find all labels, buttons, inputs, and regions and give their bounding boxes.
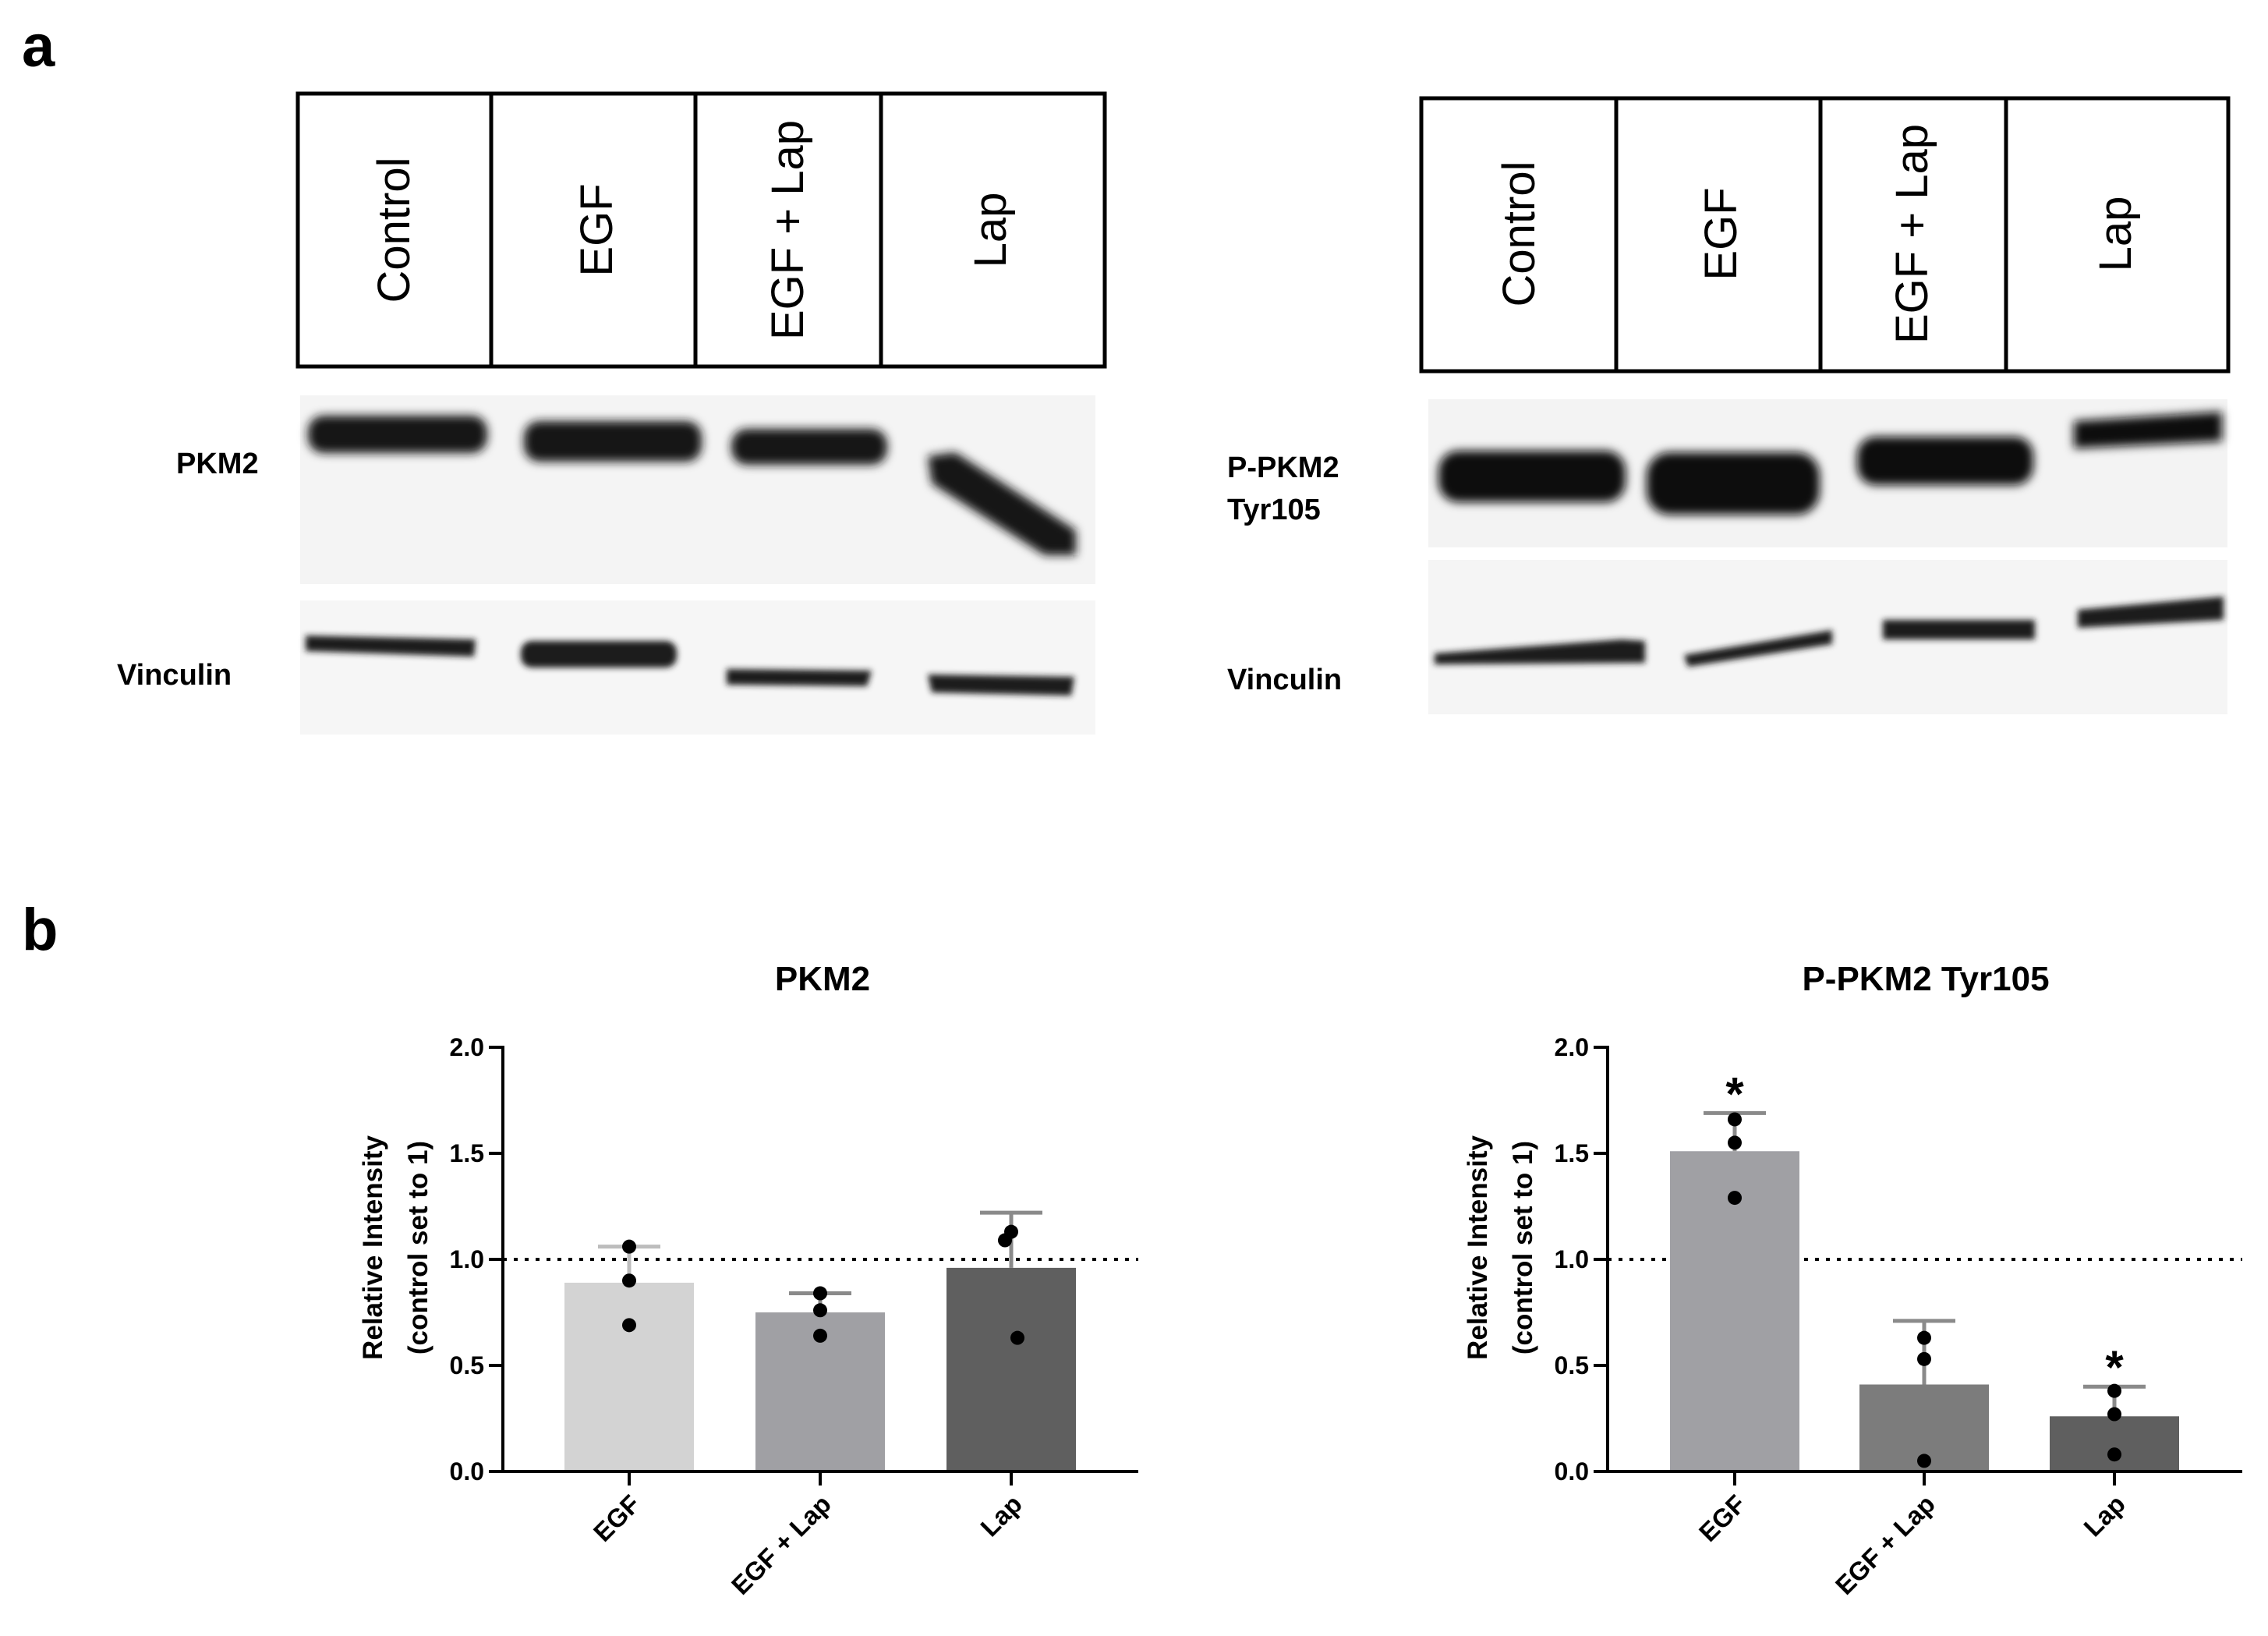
bar bbox=[946, 1267, 1076, 1471]
data-point bbox=[1728, 1112, 1742, 1127]
right-row-label-p-pkm2: P-PKM2 bbox=[1227, 451, 1339, 484]
panel-b-letter: b bbox=[22, 897, 58, 963]
y-tick-label: 1.0 bbox=[450, 1245, 484, 1273]
chart-p-pkm2-tyr105: P-PKM2 Tyr105 Relative Intensity (contro… bbox=[1463, 960, 2242, 1600]
right-lane-header: Control EGF EGF + Lap Lap bbox=[1419, 96, 2231, 374]
right-row-label-tyr105: Tyr105 bbox=[1227, 494, 1321, 526]
data-point bbox=[813, 1328, 827, 1343]
y-tick-label: 2.0 bbox=[450, 1033, 484, 1061]
right-lane-label-egf: EGF bbox=[1696, 187, 1746, 280]
data-point bbox=[622, 1239, 636, 1254]
y-tick-label: 1.0 bbox=[1555, 1245, 1589, 1273]
y-tick-label: 1.5 bbox=[450, 1139, 484, 1167]
x-tick-label: EGF bbox=[588, 1489, 646, 1547]
data-point bbox=[1917, 1454, 1931, 1468]
x-tick-label: EGF + Lap bbox=[726, 1489, 837, 1600]
y-tick-label: 0.0 bbox=[450, 1457, 484, 1486]
y-tick-label: 2.0 bbox=[1555, 1033, 1589, 1061]
data-point bbox=[1917, 1330, 1931, 1345]
data-point bbox=[1728, 1135, 1742, 1150]
data-point bbox=[2107, 1447, 2121, 1462]
y-axis-label-line-1: Relative Intensity bbox=[358, 1135, 388, 1360]
left-lane-label-egf: EGF bbox=[571, 183, 622, 276]
y-tick-label: 0.5 bbox=[450, 1351, 484, 1379]
y-axis-label-line-1: Relative Intensity bbox=[1463, 1135, 1493, 1360]
data-point bbox=[813, 1303, 827, 1318]
data-point bbox=[2107, 1383, 2121, 1398]
right-lane-label-egf-lap: EGF + Lap bbox=[1887, 124, 1937, 344]
x-tick-label: EGF bbox=[1693, 1489, 1751, 1547]
plot-area: * EGF EGF + Lap * Lap 0.0 0.5 1.0 1.5 2.0 bbox=[1555, 1033, 2242, 1600]
y-tick-label: 0.0 bbox=[1555, 1457, 1589, 1486]
significance-marker: * bbox=[1725, 1068, 1744, 1120]
right-row-label-vinculin: Vinculin bbox=[1227, 664, 1342, 696]
left-lane-label-egf-lap: EGF + Lap bbox=[762, 120, 813, 340]
bar bbox=[564, 1282, 694, 1471]
left-blot-pkm2 bbox=[300, 395, 1095, 584]
right-lane-label-control: Control bbox=[1494, 161, 1544, 307]
left-lane-header: Control EGF EGF + Lap Lap bbox=[295, 91, 1107, 369]
left-row-label-vinculin: Vinculin bbox=[117, 659, 232, 692]
right-lane-label-lap: Lap bbox=[2090, 197, 2141, 272]
left-lane-label-lap: Lap bbox=[965, 193, 1016, 268]
x-tick-label: Lap bbox=[2078, 1489, 2131, 1542]
x-tick-label: Lap bbox=[975, 1489, 1028, 1542]
bar bbox=[2050, 1416, 2179, 1471]
left-lane-label-control: Control bbox=[369, 158, 419, 303]
right-blot-vinculin bbox=[1428, 560, 2227, 714]
data-point bbox=[622, 1318, 636, 1333]
chart-title: PKM2 bbox=[775, 960, 870, 998]
data-point bbox=[1010, 1330, 1024, 1345]
y-tick-label: 1.5 bbox=[1555, 1139, 1589, 1167]
data-point bbox=[813, 1286, 827, 1301]
x-tick-label: EGF + Lap bbox=[1830, 1489, 1941, 1600]
data-point bbox=[622, 1273, 636, 1288]
plot-area: EGF EGF + Lap Lap 0.0 0.5 1.0 1.5 2.0 bbox=[450, 1033, 1138, 1600]
panel-a-letter: a bbox=[22, 13, 55, 80]
y-axis-label-line-2: (control set to 1) bbox=[1508, 1141, 1538, 1354]
y-axis-label-line-2: (control set to 1) bbox=[403, 1141, 433, 1354]
data-point bbox=[2107, 1407, 2121, 1422]
chart-pkm2: PKM2 Relative Intensity (control set to … bbox=[358, 960, 1138, 1600]
right-blot-p-pkm2 bbox=[1428, 399, 2227, 547]
y-tick-label: 0.5 bbox=[1555, 1351, 1589, 1379]
significance-marker: * bbox=[2105, 1341, 2124, 1393]
chart-title: P-PKM2 Tyr105 bbox=[1802, 960, 2049, 998]
data-point bbox=[1917, 1351, 1931, 1366]
left-blot-vinculin bbox=[300, 600, 1095, 735]
left-row-label-pkm2: PKM2 bbox=[176, 448, 259, 480]
data-point bbox=[998, 1233, 1012, 1248]
data-point bbox=[1728, 1191, 1742, 1206]
